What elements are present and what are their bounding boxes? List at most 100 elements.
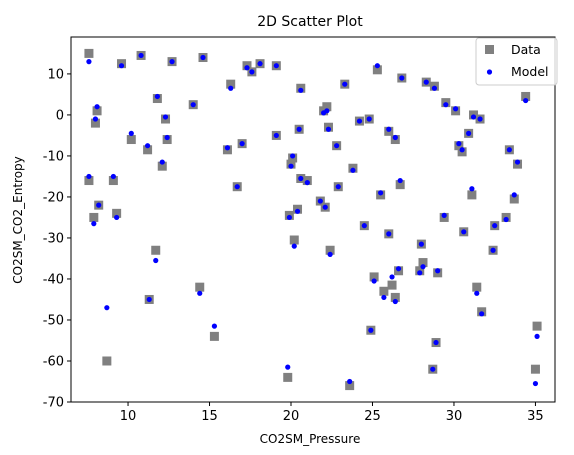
chart-title: 2D Scatter Plot xyxy=(257,14,363,30)
model-point xyxy=(324,108,330,114)
model-point xyxy=(350,167,356,173)
data-point xyxy=(84,48,94,58)
x-tick-label: 30 xyxy=(446,409,463,424)
data-point xyxy=(112,208,122,218)
model-point xyxy=(244,65,250,71)
model-point xyxy=(291,243,297,249)
x-tick-label: 10 xyxy=(120,409,137,424)
model-point xyxy=(224,145,231,151)
data-point xyxy=(387,280,397,290)
model-point xyxy=(211,323,218,329)
model-point xyxy=(474,290,480,296)
model-point xyxy=(144,143,151,149)
model-point xyxy=(286,214,292,221)
model-point xyxy=(459,147,465,153)
legend-box xyxy=(475,37,558,86)
data-point xyxy=(521,91,531,101)
data-point xyxy=(89,212,99,222)
model-point xyxy=(197,290,203,296)
model-point xyxy=(534,333,540,339)
model-point xyxy=(86,59,92,65)
y-tick-label: 0 xyxy=(56,108,64,123)
model-point xyxy=(356,118,363,124)
y-tick-label: -60 xyxy=(43,354,64,369)
model-point xyxy=(298,175,304,182)
data-point xyxy=(369,272,379,282)
data-point xyxy=(472,282,482,292)
model-point xyxy=(327,251,333,257)
model-point xyxy=(298,87,304,93)
model-point xyxy=(386,126,392,132)
model-point xyxy=(392,134,398,141)
model-point xyxy=(420,264,426,270)
model-point xyxy=(433,339,439,346)
model-point xyxy=(452,106,459,112)
model-point xyxy=(96,202,102,208)
data-point xyxy=(509,194,519,204)
x-tick-label: 20 xyxy=(283,409,300,424)
model-point xyxy=(386,231,392,237)
data-point xyxy=(157,161,167,171)
model-point xyxy=(423,79,429,85)
legend-marker-data xyxy=(485,45,494,54)
model-point xyxy=(257,61,263,67)
data-point xyxy=(418,258,428,268)
model-point xyxy=(249,69,255,75)
model-point xyxy=(164,134,170,141)
model-point xyxy=(395,266,402,272)
model-point xyxy=(470,114,477,120)
x-tick-label: 35 xyxy=(527,409,544,424)
model-point xyxy=(273,132,279,139)
model-point xyxy=(290,153,296,159)
data-point xyxy=(151,245,161,255)
model-point xyxy=(200,54,206,61)
data-point xyxy=(395,180,405,190)
data-point xyxy=(325,245,335,255)
model-point xyxy=(296,126,302,132)
model-point xyxy=(430,366,436,372)
model-point xyxy=(392,298,398,305)
y-axis-ticks: -70 -60 -50 -40 -30 -20 -10 0 10 xyxy=(43,67,71,411)
x-axis-ticks: 10 15 20 25 30 35 xyxy=(120,402,544,424)
y-tick-label: -10 xyxy=(43,149,64,164)
x-axis-label: CO2SM_Pressure xyxy=(260,432,361,446)
data-point xyxy=(390,292,400,302)
model-point xyxy=(234,184,240,190)
model-point xyxy=(511,192,517,198)
data-point xyxy=(102,356,112,366)
model-point xyxy=(523,97,529,104)
model-series-marks xyxy=(86,52,540,387)
data-point xyxy=(226,79,236,89)
model-point xyxy=(514,159,521,165)
axes-frame xyxy=(70,36,556,403)
data-point xyxy=(379,286,389,296)
data-point xyxy=(532,321,542,331)
model-point xyxy=(190,102,196,108)
y-axis-label: CO2SM_CO2_Entropy xyxy=(11,156,25,284)
model-point xyxy=(342,81,348,87)
data-point xyxy=(108,176,118,186)
model-point xyxy=(431,85,438,91)
model-point xyxy=(441,212,447,218)
model-point xyxy=(104,305,110,311)
model-point xyxy=(532,380,539,387)
data-point xyxy=(143,145,153,155)
data-point xyxy=(322,102,332,112)
y-tick-label: -20 xyxy=(43,190,64,205)
model-point xyxy=(347,378,353,385)
y-tick-label: -50 xyxy=(43,313,64,328)
x-tick-label: 15 xyxy=(201,409,218,424)
model-point xyxy=(110,173,116,180)
model-point xyxy=(371,278,377,284)
data-point xyxy=(92,106,102,116)
model-point xyxy=(335,184,341,190)
model-point xyxy=(322,204,328,210)
model-point xyxy=(285,364,291,370)
model-point xyxy=(492,223,498,229)
model-point xyxy=(94,104,100,110)
model-point xyxy=(153,257,159,264)
model-point xyxy=(466,130,472,136)
model-point xyxy=(368,327,374,333)
model-point xyxy=(325,126,332,132)
model-point xyxy=(417,270,423,276)
